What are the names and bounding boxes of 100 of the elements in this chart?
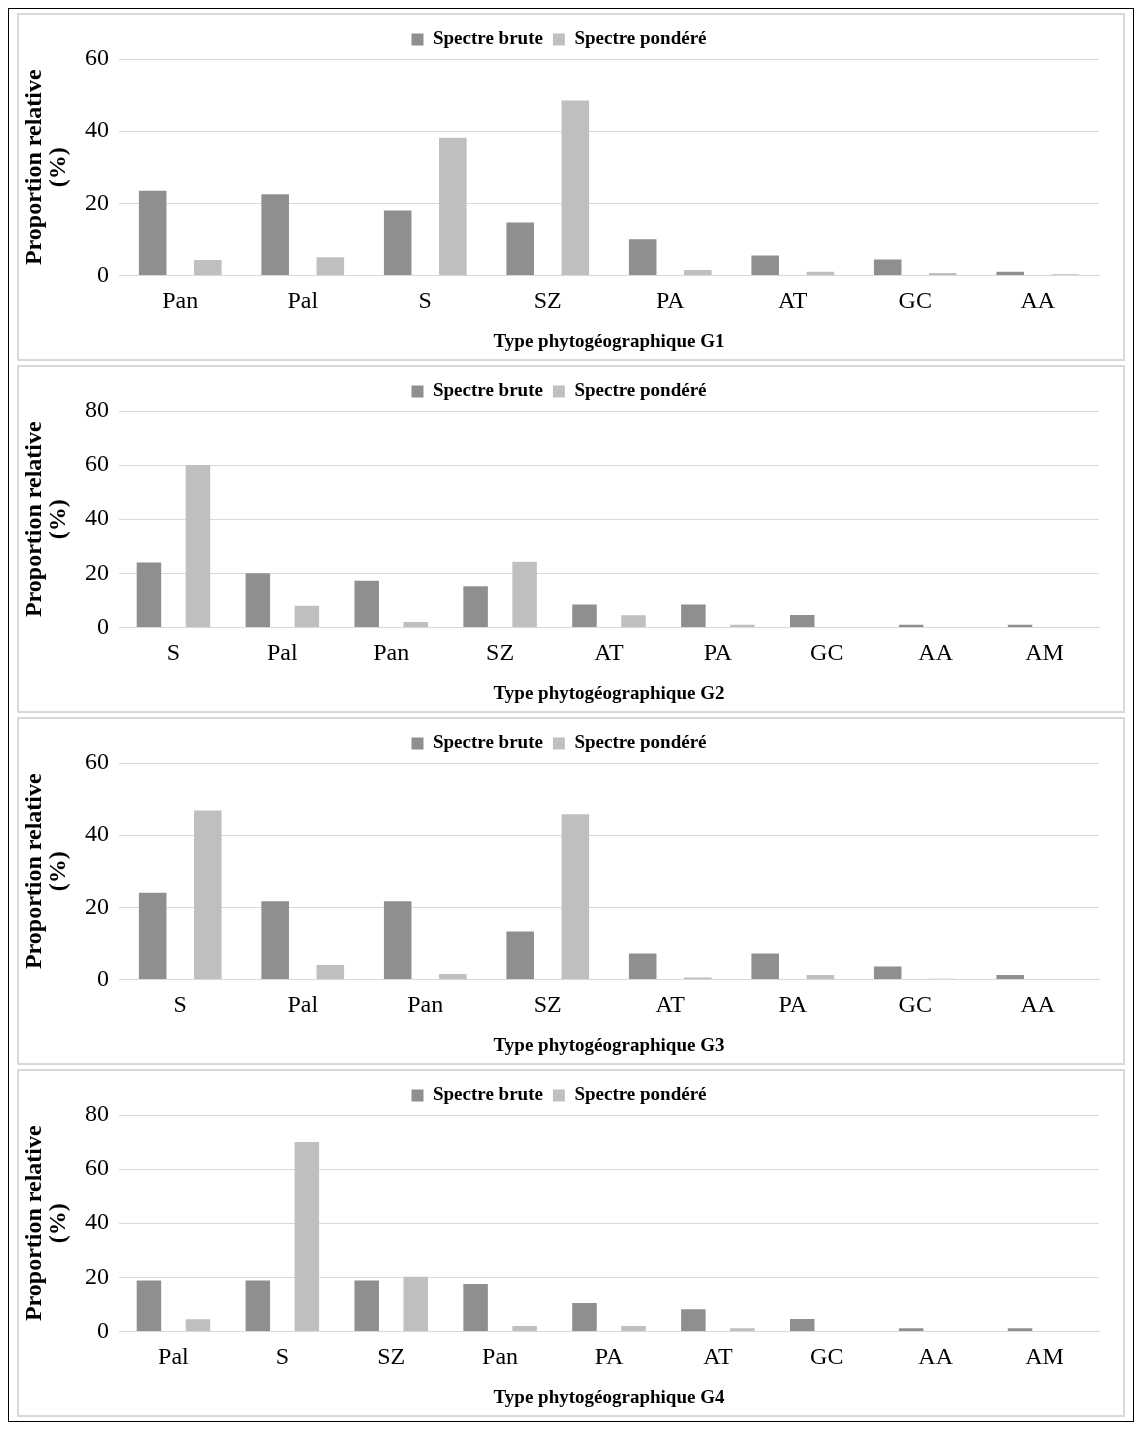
bar (806, 271, 835, 275)
bar (790, 614, 815, 627)
y-axis-title: Proportion relative (%) (20, 68, 71, 266)
bar (681, 1309, 706, 1331)
bar (403, 1276, 428, 1331)
bar (996, 975, 1024, 979)
bar (463, 1284, 488, 1331)
bar (873, 966, 902, 979)
x-tick-label: AT (655, 991, 686, 1018)
bar (506, 931, 534, 979)
y-tick-label: 20 (85, 892, 109, 919)
bar (261, 901, 289, 979)
bar (621, 1325, 646, 1331)
x-tick-label: Pan (407, 991, 444, 1018)
y-tick-label: 0 (97, 260, 109, 287)
y-axis-title: Proportion relative (%) (20, 420, 71, 618)
bar (628, 239, 657, 275)
bar (572, 604, 597, 627)
y-tick-label: 60 (85, 748, 109, 775)
bar (1007, 1328, 1033, 1331)
bar (561, 100, 590, 275)
x-tick-label: Pal (267, 639, 298, 666)
x-tick-label: AA (918, 639, 954, 666)
bar (790, 1318, 815, 1331)
bar (136, 1280, 162, 1331)
y-tick-label: 80 (85, 396, 109, 423)
y-tick-label: 0 (97, 1316, 109, 1343)
x-tick-label: GC (898, 287, 932, 314)
x-axis-title: Type phytogéographique G4 (493, 1385, 725, 1407)
x-tick-label: GC (810, 1343, 844, 1370)
legend-label: Spectre brute (432, 27, 543, 49)
x-tick-label: GC (898, 991, 932, 1018)
bar (506, 222, 534, 275)
bar (621, 615, 646, 627)
x-tick-label: Pan (482, 1343, 519, 1370)
bar (463, 586, 488, 627)
x-tick-label: AA (918, 1343, 954, 1370)
y-tick-label: 0 (97, 612, 109, 639)
bar (294, 1142, 320, 1331)
bar (316, 964, 345, 979)
x-tick-label: AA (1020, 287, 1056, 314)
legend-label: Spectre pondéré (574, 731, 707, 753)
bar (572, 1303, 597, 1331)
y-tick-label: 20 (85, 188, 109, 215)
bar (439, 973, 467, 979)
bar (185, 1319, 211, 1331)
bar (873, 259, 902, 275)
y-tick-label: 40 (85, 504, 109, 531)
bar (316, 257, 345, 275)
bar (245, 573, 271, 627)
y-tick-label: 60 (85, 450, 109, 477)
bar (383, 901, 412, 979)
x-tick-label: GC (810, 639, 844, 666)
x-tick-label: PA (594, 1343, 624, 1370)
x-axis-title: Type phytogéographique G1 (493, 329, 725, 351)
x-tick-label: SZ (377, 1343, 406, 1370)
y-tick-label: 60 (85, 1154, 109, 1181)
x-tick-label: SZ (533, 991, 562, 1018)
bar (996, 271, 1024, 275)
bar (681, 604, 706, 627)
bar (929, 272, 957, 275)
bar (512, 561, 537, 627)
bar (806, 975, 835, 979)
y-tick-label: 40 (85, 820, 109, 847)
bar (245, 1280, 271, 1331)
bar (730, 624, 755, 627)
bar (261, 194, 289, 275)
bar (136, 562, 162, 627)
bar (684, 269, 712, 275)
bar (354, 580, 379, 627)
x-tick-label: Pal (287, 287, 319, 314)
x-tick-label: Pan (162, 287, 199, 314)
bar (138, 190, 167, 275)
legend-label: Spectre brute (432, 379, 543, 401)
x-tick-label: S (418, 287, 432, 314)
x-tick-label: Pal (287, 991, 319, 1018)
y-axis-title: Proportion relative (%) (20, 772, 71, 970)
x-tick-label: SZ (533, 287, 562, 314)
legend-label: Spectre brute (432, 1083, 543, 1105)
bar (512, 1325, 537, 1331)
x-tick-label: AT (594, 639, 624, 666)
bar (383, 210, 412, 275)
x-axis-title: Type phytogéographique G3 (493, 1033, 725, 1055)
bar (751, 953, 779, 979)
bar (138, 892, 167, 979)
bar (730, 1328, 755, 1331)
x-axis-title: Type phytogéographique G2 (493, 681, 725, 703)
bar (751, 255, 779, 275)
bar (185, 465, 211, 627)
bar (628, 953, 657, 979)
y-tick-label: 20 (85, 558, 109, 585)
legend-label: Spectre pondéré (574, 379, 707, 401)
x-tick-label: PA (703, 639, 733, 666)
x-tick-label: S (275, 1343, 290, 1370)
bar (561, 814, 590, 979)
bar (294, 605, 320, 627)
bar (439, 137, 467, 275)
x-tick-label: S (173, 991, 187, 1018)
y-tick-label: 20 (85, 1262, 109, 1289)
x-tick-label: S (166, 639, 181, 666)
